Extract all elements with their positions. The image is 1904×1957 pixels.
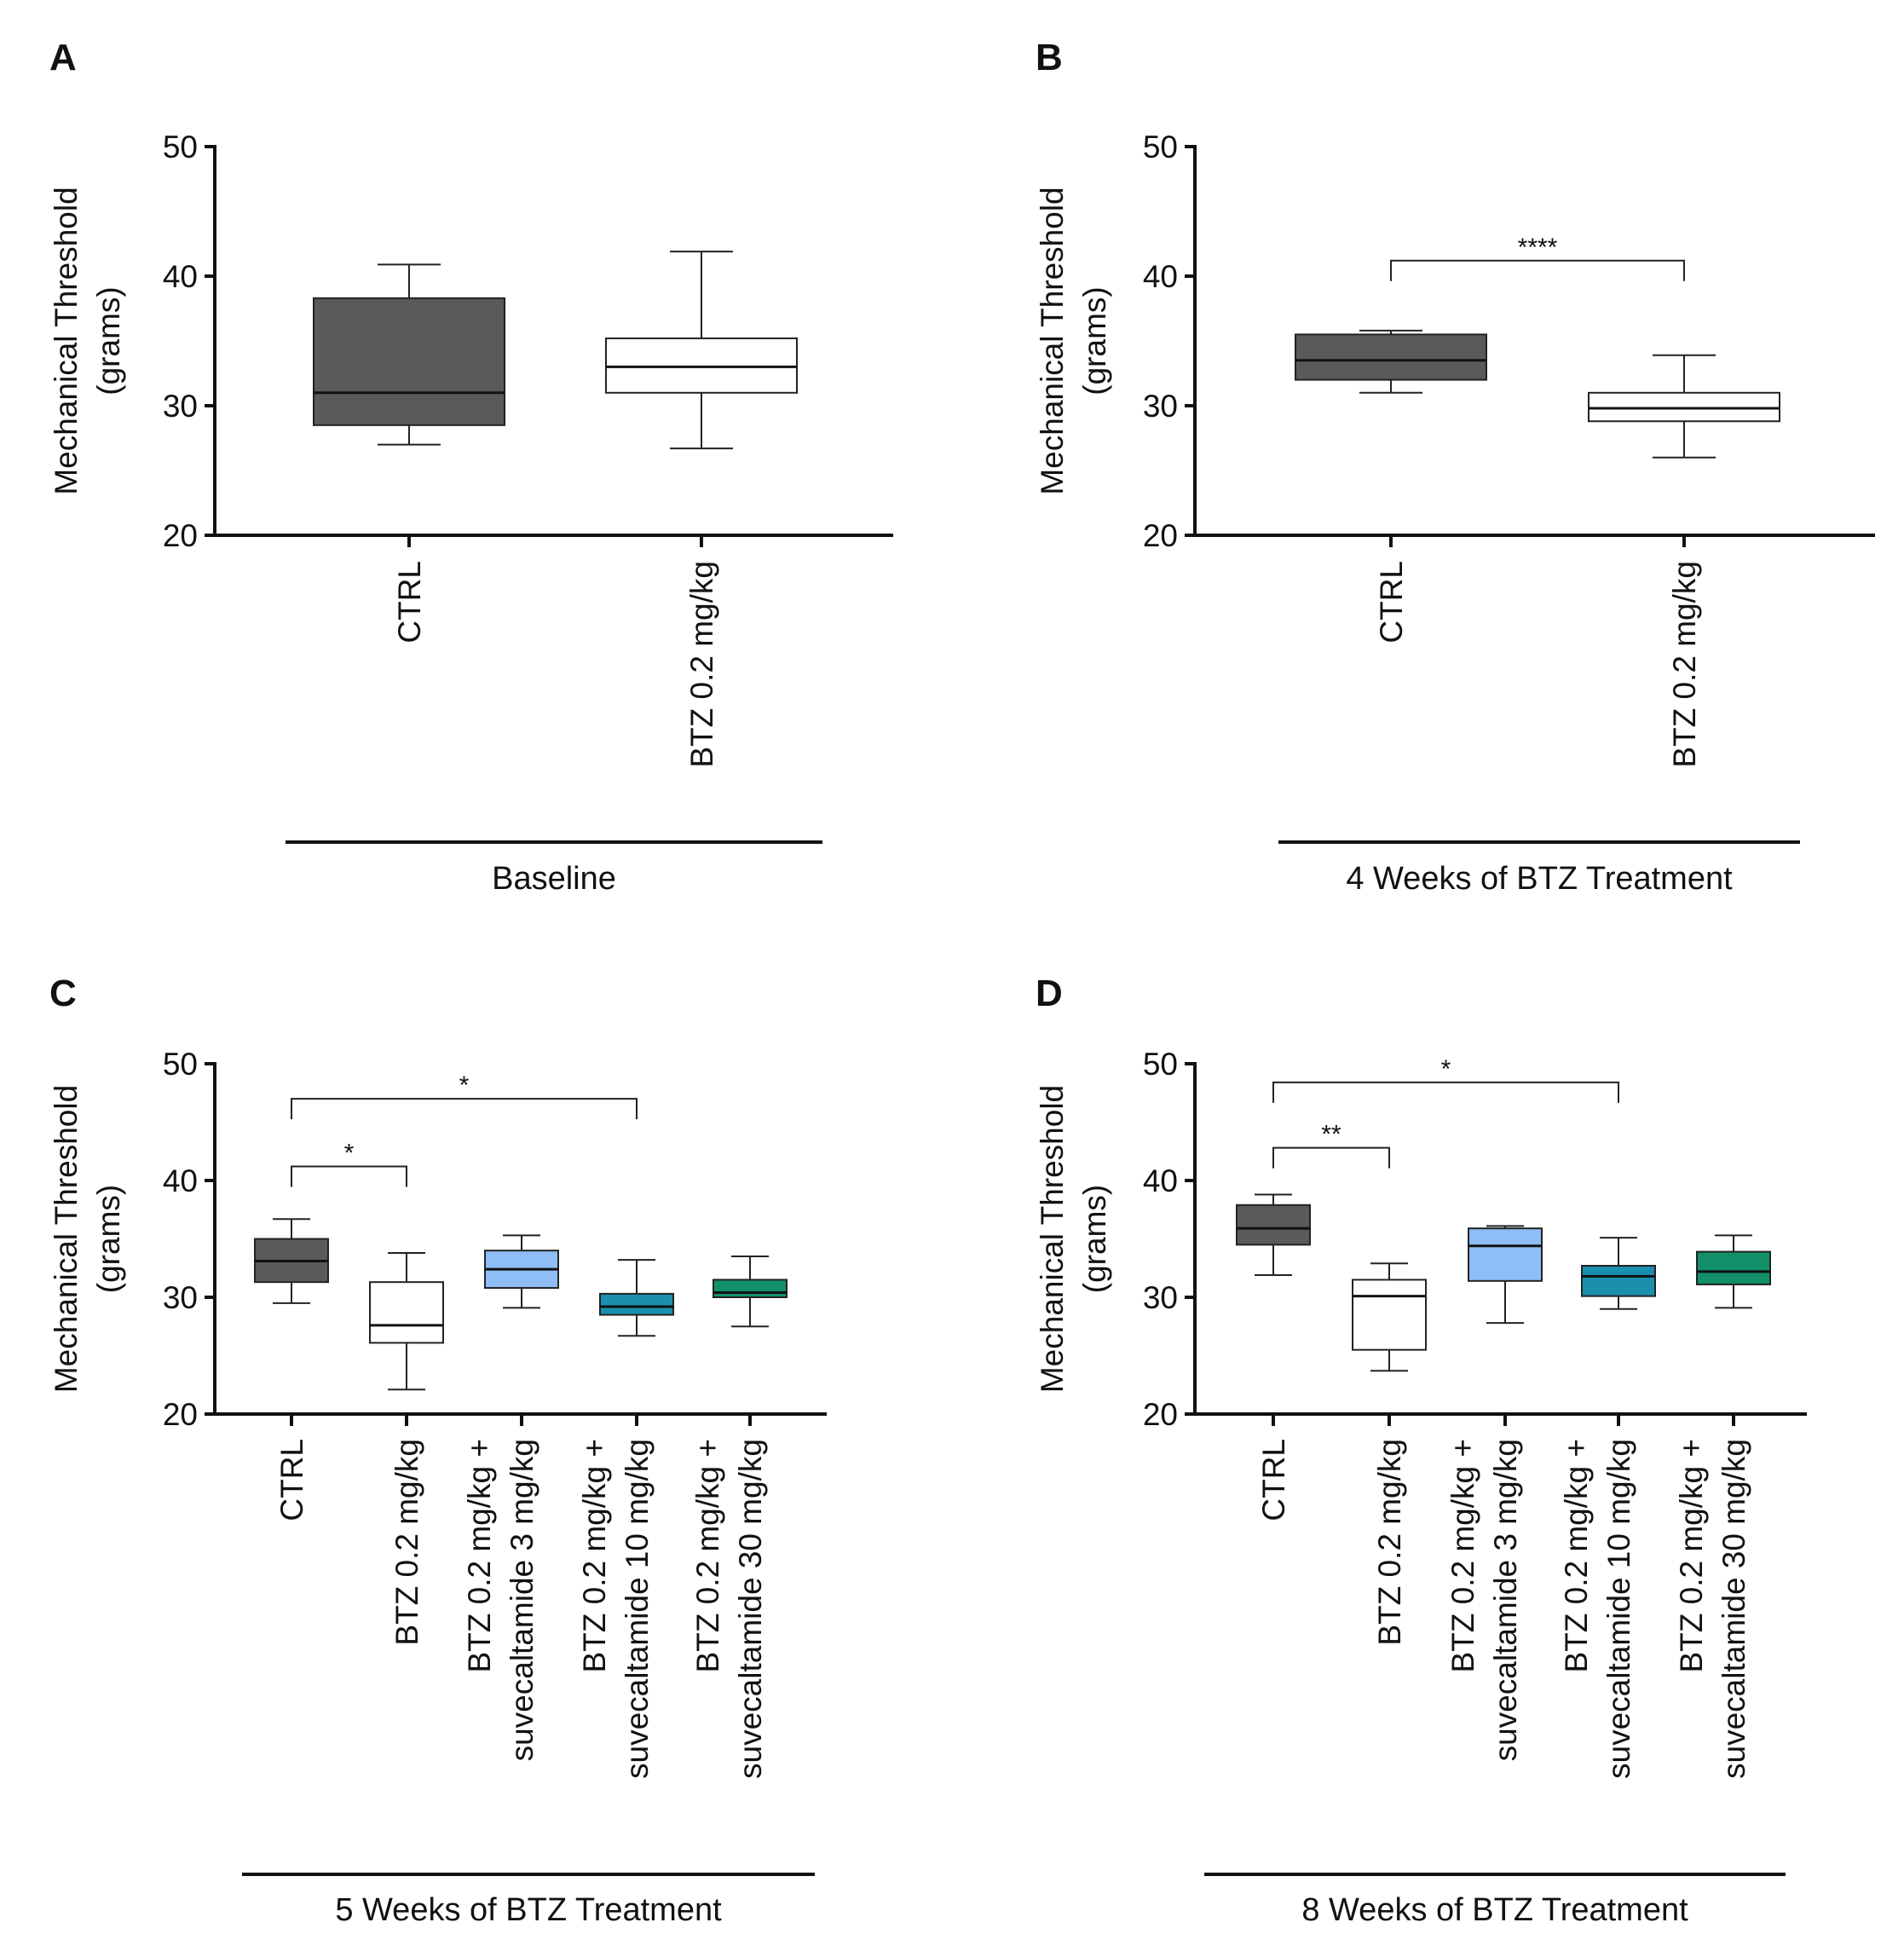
group-label: 4 Weeks of BTZ Treatment xyxy=(1346,861,1733,897)
category-label: suvecaltamide 10 mg/kg xyxy=(1601,1439,1636,1779)
category-label: BTZ 0.2 mg/kg + xyxy=(690,1439,725,1673)
iqr-box xyxy=(1468,1227,1543,1282)
y-axis-label: Mechanical Threshold xyxy=(49,1085,84,1393)
box-4: BTZ 0.2 mg/kg + suvecaltamide 10 mg/kg xyxy=(577,1259,674,1779)
box-1: CTRL xyxy=(1295,329,1487,644)
y-axis-label-units: (grams) xyxy=(91,286,126,395)
iqr-box xyxy=(1581,1265,1656,1297)
y-axis-label: Mechanical Threshold xyxy=(49,187,84,494)
y-tick-label: 50 xyxy=(1143,130,1178,165)
group-label: 5 Weeks of BTZ Treatment xyxy=(335,1892,722,1928)
category-label: suvecaltamide 30 mg/kg xyxy=(1716,1439,1751,1779)
category-label: suvecaltamide 30 mg/kg xyxy=(733,1439,768,1779)
panel-label: A xyxy=(49,37,77,78)
significance-label: * xyxy=(344,1140,355,1168)
group-label: 8 Weeks of BTZ Treatment xyxy=(1301,1892,1688,1928)
category-label: BTZ 0.2 mg/kg xyxy=(389,1439,424,1646)
iqr-box xyxy=(1236,1204,1311,1246)
significance-bracket: * xyxy=(291,1071,638,1120)
y-axis-label-units: (grams) xyxy=(91,1185,126,1293)
significance-label: ** xyxy=(1321,1121,1341,1149)
category-label: CTRL xyxy=(1256,1439,1291,1521)
y-tick-label: 20 xyxy=(163,1397,198,1432)
box-2: BTZ 0.2 mg/kg xyxy=(1588,354,1780,768)
iqr-box xyxy=(605,337,798,394)
box-5: BTZ 0.2 mg/kg + suvecaltamide 30 mg/kg xyxy=(1674,1234,1771,1779)
significance-label: **** xyxy=(1518,234,1558,262)
y-tick-label: 30 xyxy=(1143,389,1178,424)
category-label: BTZ 0.2 mg/kg + xyxy=(1559,1439,1594,1673)
iqr-box xyxy=(1295,333,1487,381)
category-label: BTZ 0.2 mg/kg + xyxy=(1674,1439,1709,1673)
y-tick-label: 40 xyxy=(163,1163,198,1198)
y-tick-label: 30 xyxy=(1143,1280,1178,1315)
panel-d: D 20 30 40 50 Mechanical Threshold (grams) CTRL… xyxy=(1035,973,1807,1928)
y-tick-label: 40 xyxy=(1143,1163,1178,1198)
category-label: BTZ 0.2 mg/kg + xyxy=(1445,1439,1480,1673)
box-5: BTZ 0.2 mg/kg + suvecaltamide 30 mg/kg xyxy=(690,1256,788,1779)
category-label: suvecaltamide 10 mg/kg xyxy=(620,1439,655,1779)
box-1: CTRL xyxy=(254,1218,329,1521)
category-label: suvecaltamide 3 mg/kg xyxy=(1488,1439,1523,1761)
iqr-box xyxy=(1588,391,1780,423)
iqr-box xyxy=(1696,1250,1771,1285)
bracket-line xyxy=(1390,259,1685,281)
box-4: BTZ 0.2 mg/kg + suvecaltamide 10 mg/kg xyxy=(1559,1237,1656,1779)
bracket-line xyxy=(291,1165,407,1187)
y-tick-label: 20 xyxy=(1143,518,1178,553)
bracket-line xyxy=(1272,1146,1390,1169)
category-label: BTZ 0.2 mg/kg xyxy=(1372,1439,1407,1646)
significance-label: * xyxy=(1441,1055,1451,1083)
y-tick-label: 50 xyxy=(163,1047,198,1082)
significance-bracket: * xyxy=(291,1140,407,1187)
box-3: BTZ 0.2 mg/kg + suvecaltamide 3 mg/kg xyxy=(1445,1225,1543,1761)
significance-bracket: **** xyxy=(1390,234,1685,281)
category-label: BTZ 0.2 mg/kg xyxy=(684,561,719,768)
y-tick-label: 20 xyxy=(1143,1397,1178,1432)
category-label: suvecaltamide 3 mg/kg xyxy=(505,1439,539,1761)
category-label: CTRL xyxy=(274,1439,309,1521)
y-axis-label-units: (grams) xyxy=(1077,1185,1112,1293)
panel-b: B 20 30 40 50 Mechanical Threshold (grams) CTRL… xyxy=(1035,37,1875,897)
significance-bracket: ** xyxy=(1272,1121,1390,1169)
significance-bracket: * xyxy=(1272,1055,1619,1103)
bracket-line xyxy=(1272,1081,1619,1103)
group-label: Baseline xyxy=(492,861,616,897)
iqr-box xyxy=(1352,1279,1427,1351)
box-2: BTZ 0.2 mg/kg xyxy=(369,1251,444,1646)
panel-label: D xyxy=(1036,973,1063,1014)
significance-label: * xyxy=(459,1071,470,1100)
box-1: CTRL xyxy=(313,263,505,644)
iqr-box xyxy=(599,1292,674,1316)
panel-label: B xyxy=(1036,37,1063,78)
y-axis-label-units: (grams) xyxy=(1077,286,1112,395)
panel-a: A 20 30 40 50 Mechanical Threshold (grams) CTRL… xyxy=(49,37,893,897)
category-label: BTZ 0.2 mg/kg + xyxy=(462,1439,497,1673)
y-axis-label: Mechanical Threshold xyxy=(1035,187,1070,494)
y-axis-label: Mechanical Threshold xyxy=(1035,1085,1070,1393)
y-tick-label: 30 xyxy=(163,389,198,424)
y-tick-label: 30 xyxy=(163,1280,198,1315)
category-label: CTRL xyxy=(392,561,427,644)
box-3: BTZ 0.2 mg/kg + suvecaltamide 3 mg/kg xyxy=(462,1234,559,1761)
box-2: BTZ 0.2 mg/kg xyxy=(1352,1262,1427,1646)
y-tick-label: 50 xyxy=(1143,1047,1178,1082)
category-label: CTRL xyxy=(1374,561,1409,644)
y-tick-label: 40 xyxy=(1143,259,1178,294)
iqr-box xyxy=(369,1281,444,1344)
y-tick-label: 40 xyxy=(163,259,198,294)
iqr-box xyxy=(713,1279,788,1298)
y-tick-label: 20 xyxy=(163,518,198,553)
bracket-line xyxy=(291,1098,638,1120)
box-1: CTRL xyxy=(1236,1193,1311,1521)
category-label: BTZ 0.2 mg/kg xyxy=(1667,561,1702,768)
box-2: BTZ 0.2 mg/kg xyxy=(605,251,798,768)
category-label: BTZ 0.2 mg/kg + xyxy=(577,1439,612,1673)
panel-c: C 20 30 40 50 Mechanical Threshold (grams) CTRL… xyxy=(49,973,827,1928)
y-tick-label: 50 xyxy=(163,130,198,165)
panel-label: C xyxy=(49,973,77,1014)
iqr-box xyxy=(313,297,505,426)
